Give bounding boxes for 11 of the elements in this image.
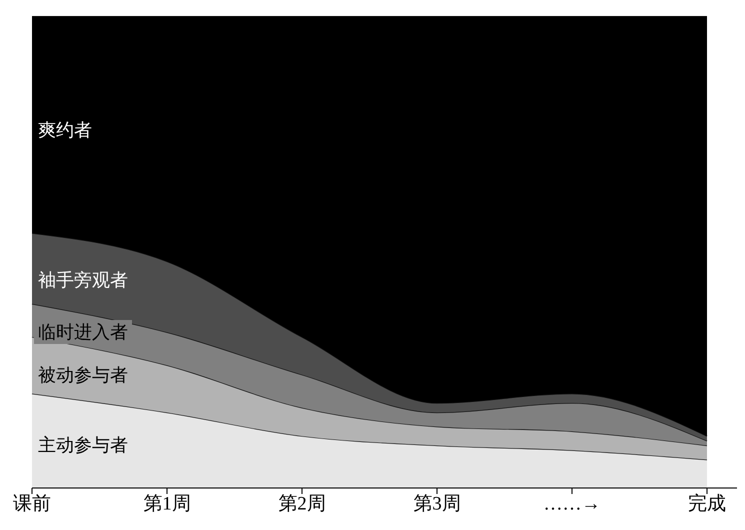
series-label: 临时进入者 [34, 320, 132, 344]
x-tick-label: ……→ [544, 493, 600, 514]
series-label: 被动参与者 [34, 362, 132, 387]
x-tick-label: 第2周 [278, 493, 326, 514]
series-label: 袖手旁观者 [34, 268, 132, 292]
x-tick-label: 第1周 [143, 493, 191, 514]
x-tick-label: 课前 [13, 493, 51, 514]
series-label: 主动参与者 [34, 432, 132, 457]
series-label: 爽约者 [34, 118, 96, 142]
x-tick-label: 第3周 [413, 493, 461, 514]
x-tick-label: 完成 [688, 492, 726, 514]
